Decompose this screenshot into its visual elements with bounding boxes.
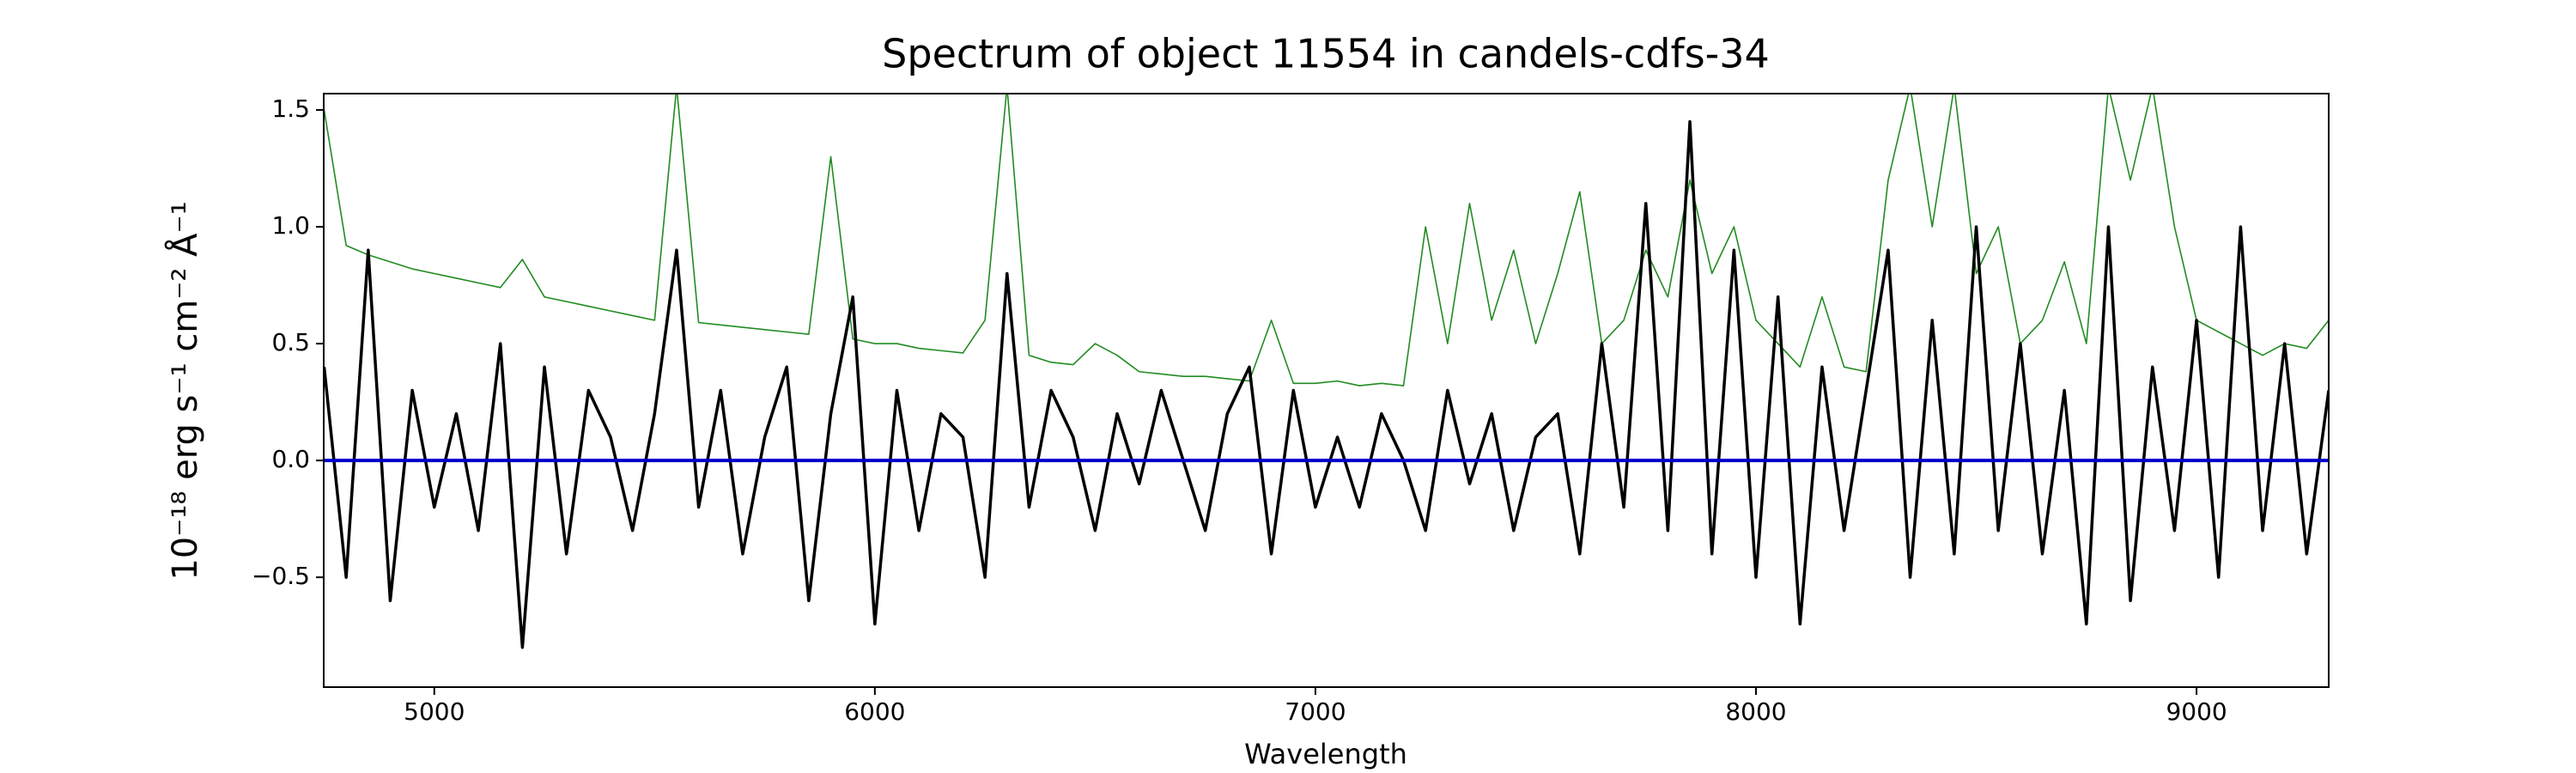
y-tick-label: −0.5 xyxy=(252,562,310,590)
x-tick-label: 6000 xyxy=(844,697,905,726)
spectrum-line xyxy=(324,94,2329,386)
x-tick-label: 8000 xyxy=(1725,697,1786,726)
spectrum-line xyxy=(324,119,2329,649)
chart-title: Spectrum of object 11554 in candels-cdfs… xyxy=(882,31,1770,77)
y-tick-label: 1.5 xyxy=(271,94,310,123)
x-tick-label: 5000 xyxy=(404,697,465,726)
x-tick-label: 9000 xyxy=(2166,697,2227,726)
plot-area xyxy=(324,94,2329,649)
x-axis-label: Wavelength xyxy=(1244,738,1407,770)
x-tick-label: 7000 xyxy=(1285,697,1346,726)
plot-frame xyxy=(323,93,2330,688)
y-tick-label: 1.0 xyxy=(271,211,310,240)
y-tick-label: 0.5 xyxy=(271,328,310,356)
y-tick-label: 0.0 xyxy=(271,445,310,473)
y-axis-label: 10⁻¹⁸ erg s⁻¹ cm⁻² Å⁻¹ xyxy=(164,201,205,580)
